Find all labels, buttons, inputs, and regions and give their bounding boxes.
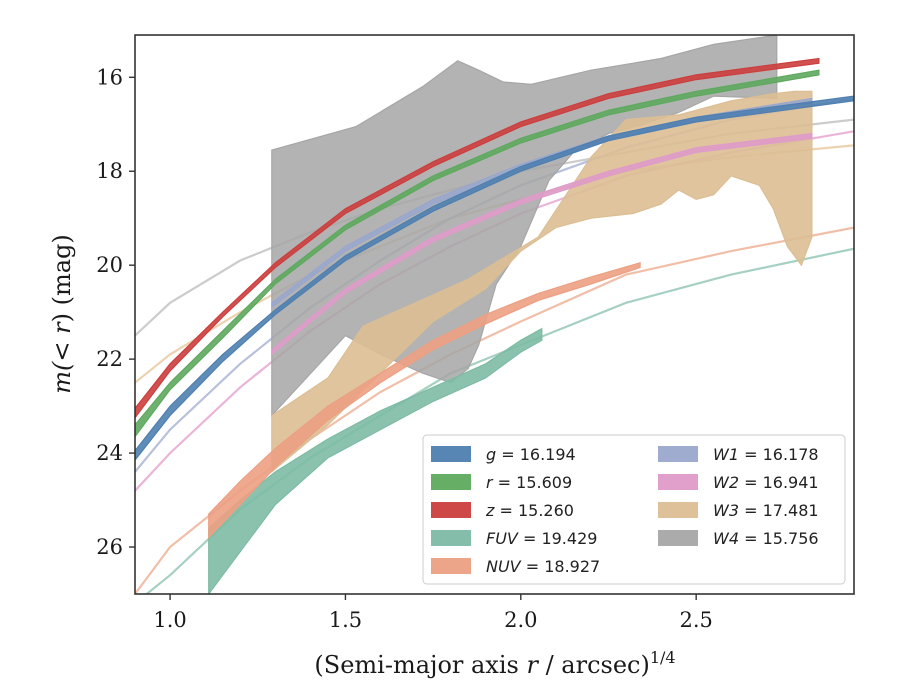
y-axis: 16 18 20 22 24 26 <box>96 65 135 559</box>
legend-label-nuv: NUV = 18.927 <box>486 557 600 576</box>
band-r <box>135 69 820 438</box>
y-tick-label: 26 <box>96 535 123 559</box>
legend-label-g: g = 16.194 <box>486 445 576 464</box>
legend-label-w1: W1 = 16.178 <box>713 445 819 464</box>
y-tick-label: 22 <box>96 347 123 371</box>
legend-swatch-r <box>431 474 471 490</box>
legend-box <box>422 434 846 585</box>
legend-swatch-w4 <box>658 530 698 546</box>
legend-swatch-fuv <box>431 530 471 546</box>
legend-swatch-g <box>431 446 471 462</box>
y-tick-label: 20 <box>96 253 123 277</box>
band-z <box>135 57 820 419</box>
band-w3 <box>271 90 813 474</box>
legend-label-w2: W2 = 16.941 <box>713 473 819 492</box>
legend-label-w3: W3 = 17.481 <box>713 501 819 520</box>
plot-area <box>135 35 854 594</box>
legend-label-r: r = 15.609 <box>486 473 572 492</box>
band-g <box>135 95 854 462</box>
x-axis-title: (Semi-major axis r / arcsec)1/4 <box>314 648 675 679</box>
x-tick-label: 1.5 <box>329 608 362 632</box>
legend-label-w4: W4 = 15.756 <box>713 529 819 548</box>
model-curve-nuv <box>135 226 854 594</box>
legend-swatch-w1 <box>658 446 698 462</box>
legend-swatch-w2 <box>658 474 698 490</box>
legend-swatch-w3 <box>658 502 698 518</box>
legend: g = 16.194 r = 15.609 z = 15.260 FUV = 19.4… <box>422 434 846 585</box>
x-tick-label: 2.0 <box>504 608 537 632</box>
x-tick-label: 2.5 <box>679 608 712 632</box>
y-tick-label: 16 <box>96 65 123 89</box>
y-axis-title: m(< r) (mag) <box>48 234 76 394</box>
band-fuv <box>208 327 543 594</box>
band-w2 <box>271 132 813 356</box>
y-tick-label: 18 <box>96 159 123 183</box>
legend-swatch-z <box>431 502 471 518</box>
legend-swatch-nuv <box>431 558 471 574</box>
legend-label-z: z = 15.260 <box>485 501 574 520</box>
y-tick-label: 24 <box>96 441 123 465</box>
plot-frame <box>134 34 855 595</box>
model-curve-fuv <box>144 247 854 594</box>
band-nuv <box>208 262 641 540</box>
legend-label-fuv: FUV = 19.429 <box>486 529 597 548</box>
x-tick-label: 1.0 <box>153 608 186 632</box>
x-axis: 1.0 1.5 2.0 2.5 <box>153 594 713 632</box>
